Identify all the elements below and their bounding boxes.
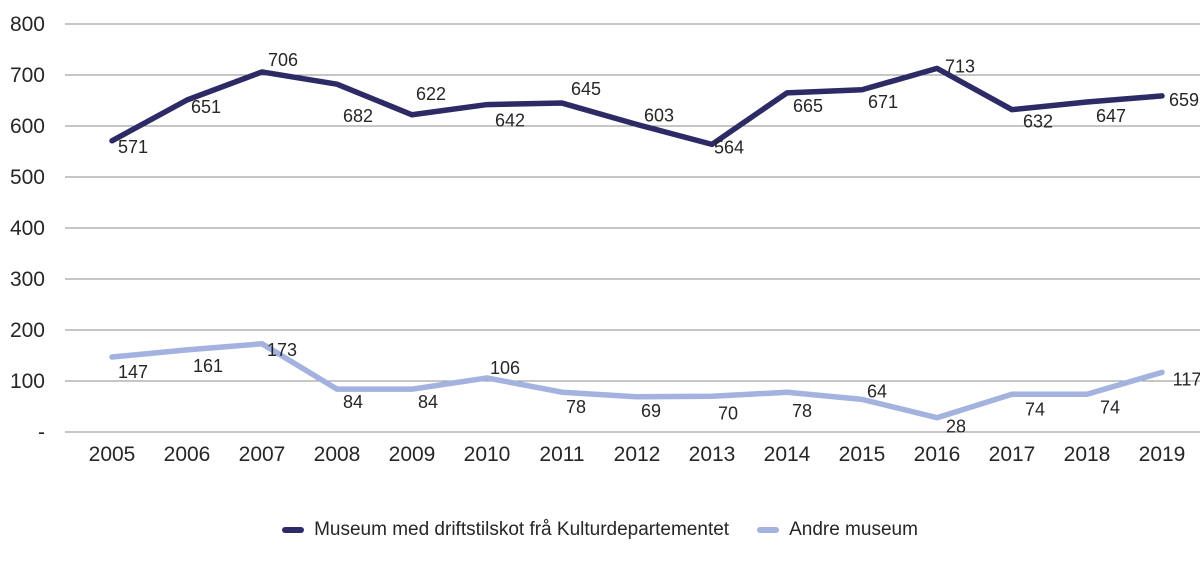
x-axis-tick-label: 2010: [464, 443, 511, 466]
data-label: 632: [1023, 112, 1053, 132]
data-label: 106: [490, 358, 520, 378]
data-label: 622: [416, 84, 446, 104]
data-label: 173: [267, 340, 297, 360]
y-axis-tick-label: 200: [10, 319, 45, 342]
data-label: 571: [118, 137, 148, 157]
data-label: 70: [718, 403, 738, 423]
data-label: 647: [1096, 106, 1126, 126]
legend-item-andre-museum: Andre museum: [757, 519, 918, 541]
y-axis-tick-label: 800: [10, 13, 45, 36]
y-axis-tick-label: 500: [10, 166, 45, 189]
data-label: 706: [268, 50, 298, 70]
chart-legend: Museum med driftstilskot frå Kulturdepar…: [0, 519, 1200, 541]
x-axis-tick-label: 2007: [239, 443, 286, 466]
x-axis-tick-label: 2017: [989, 443, 1036, 466]
legend-swatch-andre-museum: [757, 527, 780, 533]
data-label: 161: [193, 356, 223, 376]
y-axis-tick-label: 600: [10, 115, 45, 138]
data-label: 78: [566, 397, 586, 417]
legend-label-andre-museum: Andre museum: [789, 519, 918, 540]
data-label: 84: [343, 392, 363, 412]
data-label: 64: [867, 381, 887, 401]
series-line-0: [109, 65, 1165, 148]
y-axis-tick-label: -: [38, 421, 45, 444]
data-label: 645: [571, 79, 601, 99]
x-axis-tick-label: 2019: [1139, 443, 1186, 466]
data-label: 564: [714, 137, 744, 157]
data-label: 642: [495, 111, 525, 131]
data-label: 69: [641, 401, 661, 421]
data-label: 74: [1025, 399, 1045, 419]
data-label: 713: [945, 56, 975, 76]
x-axis-tick-label: 2009: [389, 443, 436, 466]
x-axis-tick-label: 2008: [314, 443, 361, 466]
legend-item-museum-kd: Museum med driftstilskot frå Kulturdepar…: [282, 519, 729, 541]
data-label: 659: [1169, 90, 1199, 110]
data-label: 84: [418, 392, 438, 412]
data-label: 117: [1173, 369, 1200, 389]
x-axis-tick-label: 2016: [914, 443, 961, 466]
data-label: 74: [1100, 397, 1120, 417]
line-chart-plot: - 100 200 300 400 500 600 700 800 2005 2006 2007 200…: [10, 13, 1200, 466]
data-label: 651: [191, 97, 221, 117]
data-label: 603: [644, 105, 674, 125]
x-axis-tick-label: 2012: [614, 443, 661, 466]
y-axis-tick-label: 700: [10, 64, 45, 87]
series-line-1: [109, 341, 1165, 421]
data-label: 147: [118, 362, 148, 382]
data-label: 28: [946, 417, 966, 437]
y-axis-tick-label: 100: [10, 370, 45, 393]
data-label: 671: [868, 92, 898, 112]
data-label: 78: [792, 401, 812, 421]
x-axis-tick-label: 2015: [839, 443, 886, 466]
data-label: 665: [793, 96, 823, 116]
x-axis-tick-label: 2011: [539, 443, 584, 466]
x-axis-tick-label: 2013: [689, 443, 736, 466]
data-label: 682: [343, 106, 373, 126]
x-axis-tick-label: 2018: [1064, 443, 1111, 466]
x-axis-tick-label: 2014: [764, 443, 811, 466]
legend-label-museum-kd: Museum med driftstilskot frå Kulturdepar…: [314, 519, 730, 540]
x-axis-tick-label: 2005: [89, 443, 136, 466]
legend-swatch-museum-kd: [282, 527, 305, 533]
x-axis-tick-label: 2006: [164, 443, 211, 466]
y-axis-tick-label: 300: [10, 268, 45, 291]
y-axis-tick-label: 400: [10, 217, 45, 240]
